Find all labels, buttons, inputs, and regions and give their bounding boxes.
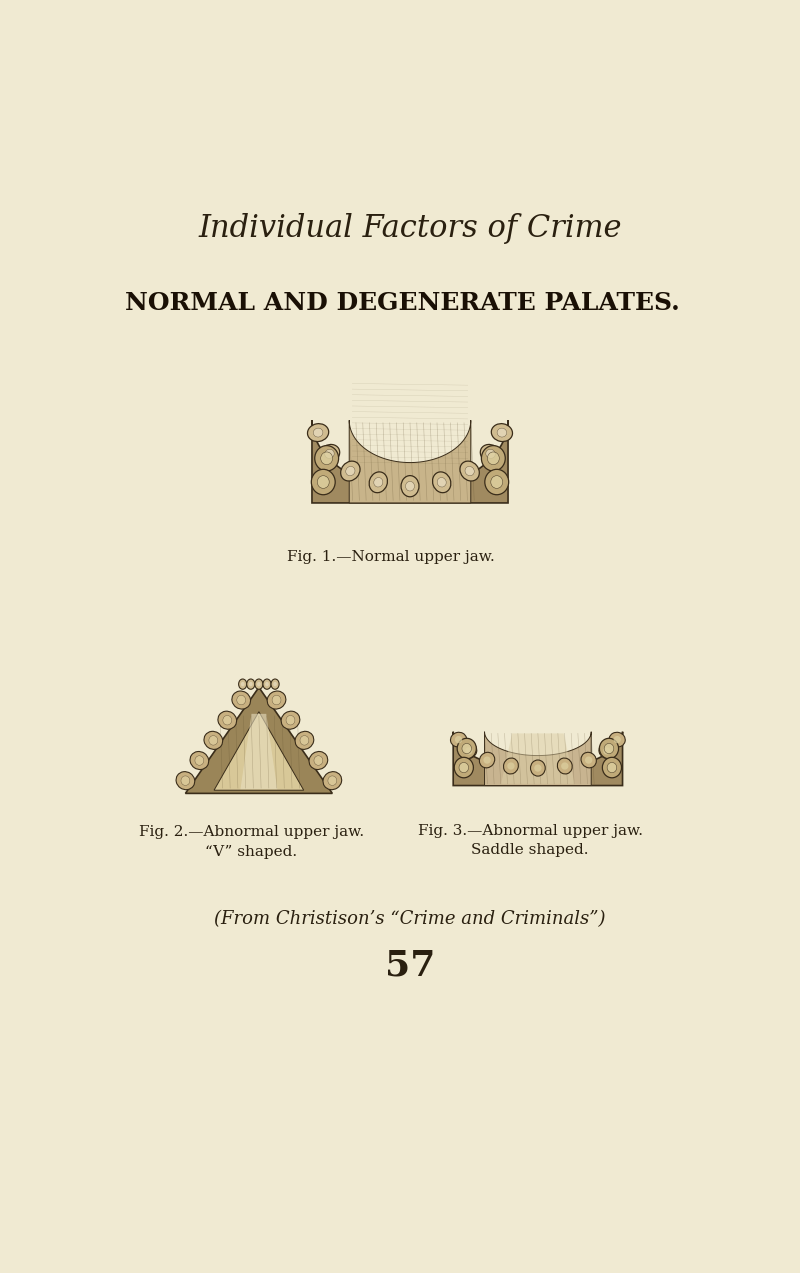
Ellipse shape [491,424,513,442]
Text: Fig. 3.—Abnormal upper jaw.
Saddle shaped.: Fig. 3.—Abnormal upper jaw. Saddle shape… [418,824,642,857]
Ellipse shape [609,732,626,747]
Ellipse shape [265,682,269,686]
Ellipse shape [482,446,506,471]
Text: Fig. 2.—Abnormal upper jaw.
“V” shaped.: Fig. 2.—Abnormal upper jaw. “V” shaped. [138,825,364,859]
Ellipse shape [462,743,471,754]
Ellipse shape [218,712,237,729]
Ellipse shape [455,736,462,743]
Ellipse shape [246,679,255,689]
Ellipse shape [314,446,338,471]
Ellipse shape [271,679,279,689]
Ellipse shape [490,476,502,489]
Ellipse shape [497,428,506,437]
Ellipse shape [530,760,546,777]
Ellipse shape [534,764,542,771]
Text: Individual Factors of Crime: Individual Factors of Crime [198,213,622,243]
Ellipse shape [483,756,490,764]
Ellipse shape [460,461,479,481]
Ellipse shape [341,461,360,481]
Ellipse shape [507,763,514,770]
Ellipse shape [257,682,261,686]
Text: NORMAL AND DEGENERATE PALATES.: NORMAL AND DEGENERATE PALATES. [125,292,680,314]
Ellipse shape [309,751,328,770]
Ellipse shape [607,763,617,773]
Ellipse shape [325,449,334,458]
Text: (From Christison’s “Crime and Criminals”): (From Christison’s “Crime and Criminals”… [214,910,606,928]
Ellipse shape [314,756,323,765]
Ellipse shape [249,682,253,686]
Ellipse shape [614,736,621,743]
Polygon shape [454,732,622,785]
Ellipse shape [281,712,300,729]
Ellipse shape [433,472,451,493]
Polygon shape [214,712,304,791]
Ellipse shape [480,444,501,463]
Polygon shape [350,420,470,503]
Ellipse shape [314,428,323,437]
Ellipse shape [176,771,194,789]
Ellipse shape [604,743,614,754]
Ellipse shape [190,751,209,770]
Ellipse shape [487,452,499,465]
Ellipse shape [454,757,474,778]
Ellipse shape [295,731,314,750]
Polygon shape [485,732,591,785]
Ellipse shape [255,679,263,689]
Ellipse shape [319,444,340,463]
Ellipse shape [328,777,337,785]
Ellipse shape [307,424,329,442]
Ellipse shape [558,757,572,774]
Ellipse shape [274,682,277,686]
Polygon shape [501,733,574,784]
Ellipse shape [461,743,477,759]
Ellipse shape [323,771,342,789]
Ellipse shape [237,695,246,705]
Ellipse shape [466,747,473,755]
Ellipse shape [479,752,494,768]
Ellipse shape [204,731,222,750]
Ellipse shape [457,738,476,759]
Ellipse shape [232,691,250,709]
Ellipse shape [195,756,204,765]
Ellipse shape [503,757,518,774]
Ellipse shape [450,732,466,747]
Ellipse shape [272,695,281,705]
Ellipse shape [181,777,190,785]
Polygon shape [241,714,278,789]
Ellipse shape [581,752,596,768]
Ellipse shape [318,476,330,489]
Ellipse shape [485,470,509,495]
Text: Fig. 1.—Normal upper jaw.: Fig. 1.—Normal upper jaw. [286,550,494,564]
Ellipse shape [267,691,286,709]
Ellipse shape [585,756,592,764]
Ellipse shape [321,452,333,465]
Ellipse shape [406,481,414,491]
Ellipse shape [599,743,614,759]
Ellipse shape [238,679,246,689]
Ellipse shape [223,715,232,724]
Ellipse shape [286,715,295,724]
Ellipse shape [603,747,610,755]
Ellipse shape [486,449,495,458]
Ellipse shape [263,679,271,689]
Ellipse shape [369,472,387,493]
Ellipse shape [346,466,355,476]
Ellipse shape [374,477,383,488]
Ellipse shape [602,757,622,778]
Ellipse shape [459,763,469,773]
Polygon shape [186,687,332,793]
Ellipse shape [209,736,218,745]
Ellipse shape [437,477,446,488]
Ellipse shape [561,763,569,770]
Ellipse shape [311,470,335,495]
Ellipse shape [599,738,618,759]
Ellipse shape [300,736,309,745]
Ellipse shape [465,466,474,476]
Polygon shape [312,420,508,503]
Ellipse shape [401,476,419,496]
Text: 57: 57 [385,948,435,981]
Ellipse shape [241,682,245,686]
